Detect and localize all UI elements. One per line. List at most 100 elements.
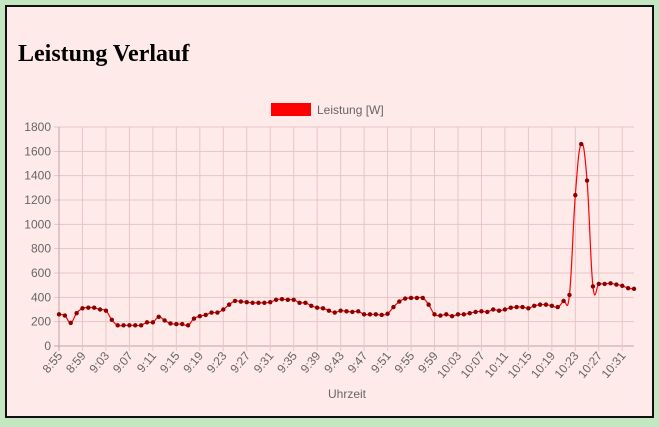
data-point (573, 192, 578, 198)
data-point (68, 320, 73, 326)
data-point (502, 307, 508, 312)
data-point (543, 302, 549, 307)
x-tick-label: 10:07 (458, 349, 488, 381)
x-tick-label: 9:47 (345, 349, 371, 376)
data-point (596, 281, 601, 287)
data-point (168, 321, 173, 326)
data-point (332, 310, 337, 315)
data-point (92, 305, 97, 310)
data-point (473, 309, 478, 315)
data-point (97, 307, 103, 312)
data-point (379, 312, 384, 318)
x-tick-label: 9:35 (274, 349, 300, 376)
data-point (320, 306, 326, 311)
data-point (314, 305, 320, 310)
data-point (80, 306, 85, 311)
data-point (532, 303, 537, 309)
data-point (356, 309, 361, 314)
page-title: Leistung Verlauf (18, 41, 190, 67)
data-point (221, 307, 226, 312)
x-tick-label: 10:27 (575, 349, 605, 381)
y-tick-label: 800 (31, 242, 51, 256)
chart-legend: Leistung [W] (271, 103, 384, 117)
data-point (115, 323, 120, 328)
x-tick-label: 9:19 (180, 349, 206, 376)
data-point (203, 312, 208, 318)
data-point (367, 312, 373, 317)
x-tick-label: 9:11 (134, 349, 159, 375)
data-point (256, 300, 261, 306)
legend-label: Leistung [W] (317, 103, 384, 117)
data-point (467, 310, 472, 316)
data-point (285, 297, 291, 302)
x-tick-label: 10:23 (552, 349, 582, 381)
data-point (449, 313, 455, 319)
data-point (273, 297, 279, 302)
data-point (461, 312, 467, 317)
data-point (62, 313, 68, 318)
series-points (56, 141, 637, 328)
data-point (537, 302, 543, 307)
y-tick-label: 200 (31, 315, 51, 329)
data-point (127, 323, 132, 328)
x-tick-label: 9:43 (321, 349, 347, 376)
data-point (455, 312, 461, 317)
data-point (508, 305, 513, 310)
x-tick-label: 9:07 (110, 349, 136, 376)
data-point (373, 312, 379, 317)
x-tick-label: 10:11 (482, 349, 512, 381)
data-point (490, 307, 496, 312)
data-point (391, 304, 396, 310)
grid-lines (54, 126, 634, 351)
data-point (614, 282, 619, 287)
data-point (209, 310, 214, 315)
data-point (185, 323, 191, 328)
chart-panel: Leistung Verlauf (5, 5, 654, 418)
data-point (408, 295, 414, 301)
data-point (496, 308, 502, 313)
data-point (297, 300, 302, 306)
data-point (279, 296, 285, 302)
data-point (262, 300, 267, 306)
data-point (226, 302, 232, 307)
x-tick-label: 9:51 (368, 349, 394, 376)
x-tick-label: 9:23 (204, 349, 230, 376)
data-point (162, 318, 167, 323)
data-point (631, 286, 637, 292)
series-line (58, 142, 635, 327)
data-point (602, 281, 607, 287)
x-tick-label: 10:19 (528, 349, 558, 381)
y-tick-label: 1800 (24, 120, 51, 134)
data-point (174, 321, 179, 327)
data-point (180, 321, 185, 327)
data-point (103, 308, 109, 313)
data-point (156, 314, 161, 319)
data-point (138, 323, 144, 328)
data-point (584, 178, 590, 183)
data-point (121, 323, 126, 328)
x-tick-label: 9:27 (227, 349, 253, 376)
legend-swatch (271, 103, 311, 116)
data-point (191, 316, 197, 321)
data-point (432, 312, 437, 317)
data-point (567, 292, 572, 298)
data-point (520, 304, 525, 310)
data-point (56, 312, 62, 317)
x-tick-label: 9:03 (86, 349, 112, 376)
data-point (549, 303, 555, 309)
data-point (303, 300, 308, 306)
data-point (426, 302, 431, 307)
x-tick-label: 10:15 (505, 349, 535, 381)
y-tick-label: 1200 (24, 193, 51, 207)
data-point (561, 298, 566, 304)
data-point (625, 286, 631, 291)
data-point (238, 299, 244, 304)
y-tick-label: 1000 (24, 217, 51, 231)
y-axis-ticks: 0 200 400 600 800 1000 1200 1400 1600 1800 (24, 120, 51, 353)
data-point (620, 283, 625, 288)
x-tick-label: 10:03 (434, 349, 464, 381)
data-point (608, 281, 613, 286)
data-point (133, 323, 138, 328)
y-tick-label: 400 (31, 290, 51, 304)
